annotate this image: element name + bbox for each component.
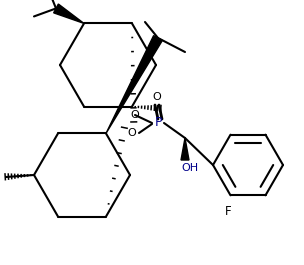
Text: O: O bbox=[153, 92, 161, 102]
Text: O: O bbox=[130, 110, 139, 120]
Text: F: F bbox=[225, 205, 232, 218]
Polygon shape bbox=[54, 4, 84, 23]
Text: OH: OH bbox=[181, 163, 199, 173]
Polygon shape bbox=[106, 36, 162, 134]
Text: P: P bbox=[154, 117, 162, 130]
Polygon shape bbox=[181, 138, 189, 160]
Text: O: O bbox=[128, 128, 136, 138]
